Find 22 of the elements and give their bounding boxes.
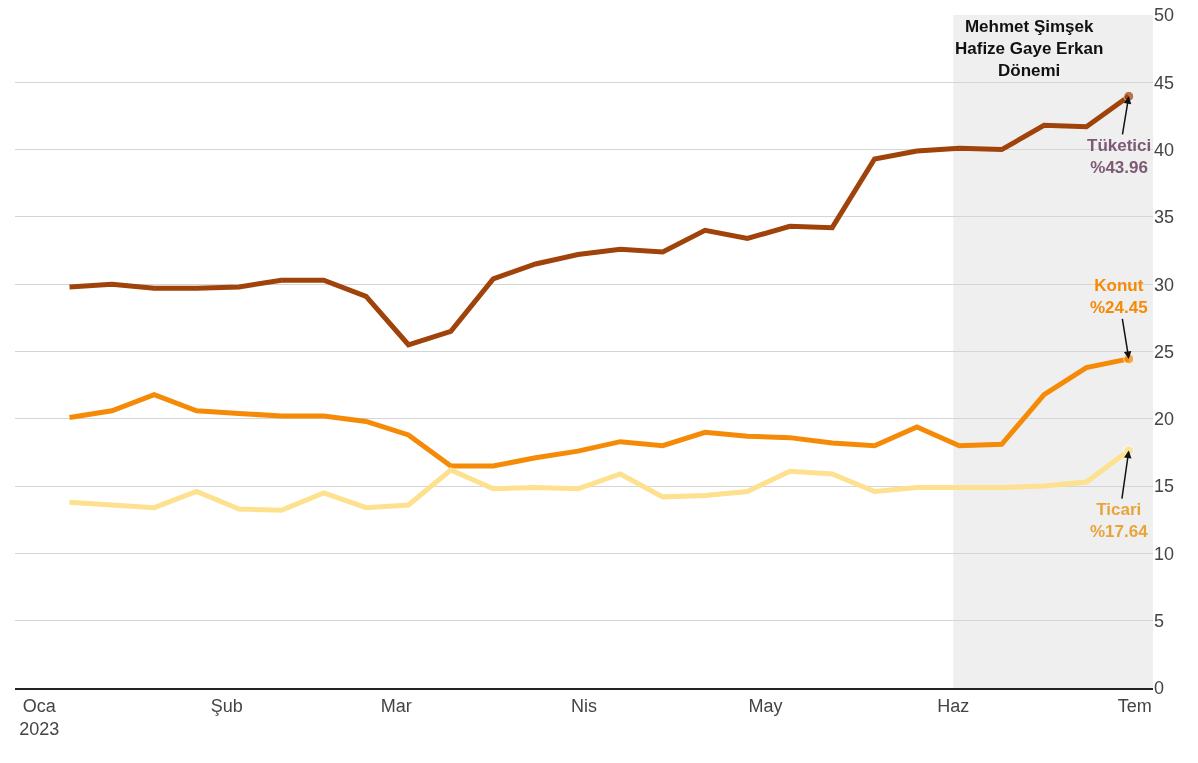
x-tick-label: Haz <box>937 695 970 716</box>
annotation: Ticari %17.64 <box>1090 500 1149 542</box>
x-tick-label: Mar <box>380 695 412 716</box>
y-tick-label: 10 <box>1154 543 1175 564</box>
annotation: Konut %24.45 <box>1090 276 1148 318</box>
annotation: Tüketici %43.96 <box>1087 136 1152 178</box>
y-tick-label: 45 <box>1154 72 1175 93</box>
y-tick-label: 50 <box>1154 5 1175 26</box>
y-tick-label: 20 <box>1154 409 1175 430</box>
x-tick-label: Nis <box>571 695 597 716</box>
y-tick-label: 35 <box>1154 207 1175 228</box>
y-tick-label: 15 <box>1154 476 1175 497</box>
band-label: Mehmet Şimşek Hafize Gaye Erkan Dönemi <box>955 17 1104 81</box>
y-tick-label: 30 <box>1154 274 1175 295</box>
y-tick-label: 0 <box>1154 678 1165 699</box>
y-tick-label: 25 <box>1154 341 1175 362</box>
x-tick-label: Oca 2023 <box>19 695 60 739</box>
x-tick-label: Şub <box>210 695 243 716</box>
y-tick-label: 5 <box>1154 611 1165 631</box>
x-tick-label: Tem <box>1117 695 1152 716</box>
y-tick-label: 40 <box>1154 139 1175 160</box>
x-tick-label: May <box>748 695 783 716</box>
